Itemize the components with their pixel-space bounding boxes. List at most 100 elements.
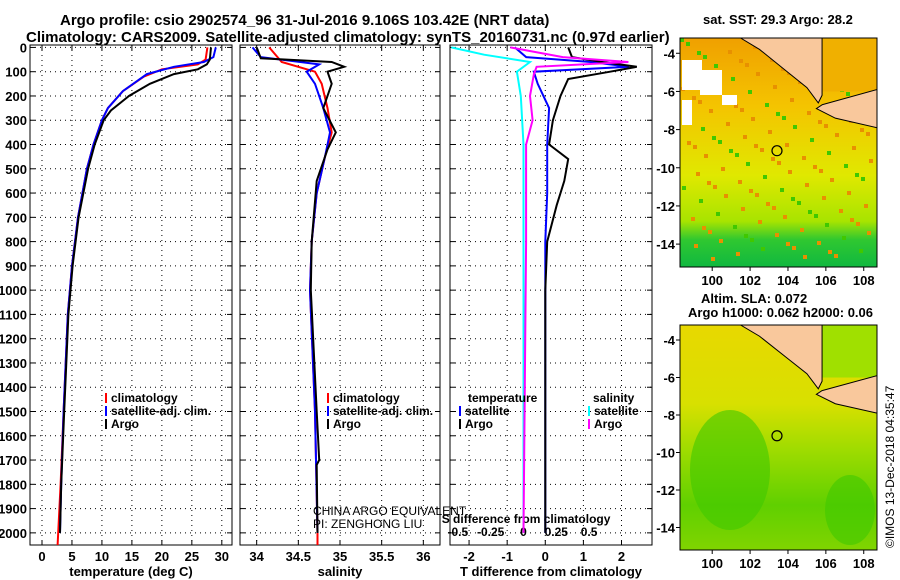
- y-tick-label: 700: [5, 210, 27, 225]
- map-cell: [721, 167, 725, 171]
- map-cell: [693, 145, 697, 149]
- lon-tick-label: 104: [777, 273, 799, 288]
- x-tick-label: -2: [463, 549, 475, 564]
- map-cell: [708, 230, 712, 234]
- x-tick-label: 2: [618, 549, 625, 564]
- map-cell: [775, 233, 779, 237]
- map-cell: [750, 238, 754, 242]
- lon-tick-label: 106: [815, 273, 837, 288]
- y-tick-label: 1700: [0, 453, 27, 468]
- map-cell: [707, 181, 711, 185]
- map-cell: [783, 215, 787, 219]
- x-tick-label: 34.5: [286, 549, 311, 564]
- map-cell: [818, 120, 822, 124]
- legend-item: climatology: [333, 391, 400, 405]
- lat-tick-label: -12: [656, 483, 675, 498]
- legend-item: Argo: [465, 417, 493, 431]
- map-cell: [709, 109, 713, 113]
- legend-item: satellite-adj. clim.: [333, 404, 433, 418]
- map-cell: [860, 128, 864, 132]
- map-cell: [856, 222, 860, 226]
- map-cell: [805, 183, 809, 187]
- map-cell: [734, 104, 738, 108]
- map-cell: [755, 193, 759, 197]
- legend-title-salinity: salinity: [593, 391, 635, 405]
- map-feature: [690, 410, 770, 530]
- map-cell: [749, 189, 753, 193]
- lon-tick-label: 102: [739, 273, 761, 288]
- map-cell: [712, 136, 716, 140]
- x-tick-label: 25: [185, 549, 199, 564]
- map-cell: [713, 185, 717, 189]
- sla_map: 100 102 104 106 108 -4 -6 -8 -10 -12 -14: [656, 324, 878, 571]
- copyright-text: ©IMOS 13-Dec-2018 04:35:47: [883, 385, 897, 548]
- map-cell: [855, 173, 859, 177]
- map-cell: [731, 77, 735, 81]
- map-cell: [817, 241, 821, 245]
- map-cell: [743, 135, 747, 139]
- map-cell: [797, 201, 801, 205]
- missing-data: [700, 70, 722, 95]
- difference-panel: -2 -1 0 1 2T difference from climatology -0.5…: [442, 44, 653, 579]
- map-cell: [766, 202, 770, 206]
- series-climatology: [268, 46, 333, 545]
- y-tick-label: 1900: [0, 502, 27, 517]
- lon-tick-label: 102: [739, 556, 761, 571]
- y-tick-label: 300: [5, 113, 27, 128]
- map-cell: [738, 180, 742, 184]
- map-cell: [850, 218, 854, 222]
- map-cell: [697, 51, 701, 55]
- land-java: [815, 88, 878, 129]
- map-cell: [800, 228, 804, 232]
- lon-tick-label: 108: [853, 273, 875, 288]
- map-cell: [763, 175, 767, 179]
- sea-java: [822, 38, 877, 92]
- x-axis-label: temperature (deg C): [69, 564, 193, 579]
- y-tick-label: 1300: [0, 356, 27, 371]
- lat-tick-label: -4: [663, 333, 675, 348]
- map-cell: [810, 138, 814, 142]
- y-tick-label: 1200: [0, 332, 27, 347]
- map-cell: [780, 188, 784, 192]
- map-cell: [686, 42, 690, 46]
- x-tick-label: 10: [95, 549, 109, 564]
- map-cell: [744, 234, 748, 238]
- map-cell: [773, 85, 777, 89]
- map-cell: [765, 103, 769, 107]
- plot-frame: [29, 44, 233, 546]
- float-position-marker: [771, 430, 783, 442]
- map-cell: [819, 169, 823, 173]
- series-t-satellite: [514, 46, 630, 533]
- x-tick-label: 1: [580, 549, 587, 564]
- map-cell: [790, 98, 794, 102]
- map-cell: [859, 249, 863, 253]
- y-tick-label: 900: [5, 259, 27, 274]
- map-cell: [861, 177, 865, 181]
- map-cell: [776, 112, 780, 116]
- lat-tick-label: -8: [663, 123, 675, 138]
- sea-java: [822, 325, 877, 378]
- lat-tick-label: -6: [663, 84, 675, 99]
- x-axis-label: T difference from climatology: [460, 564, 643, 579]
- y-tick-label: 200: [5, 89, 27, 104]
- y-tick-label: 1500: [0, 405, 27, 420]
- y-tick-label: 1800: [0, 477, 27, 492]
- map-cell: [777, 161, 781, 165]
- map-cell: [736, 252, 740, 256]
- y-tick-label: 800: [5, 235, 27, 250]
- series-t-argo: [544, 47, 637, 533]
- x-tick-label: 30: [215, 549, 229, 564]
- map-cell: [758, 220, 762, 224]
- map-cell: [692, 96, 696, 100]
- map-cell: [733, 225, 737, 229]
- map-cell: [718, 140, 722, 144]
- lon-tick-label: 106: [815, 556, 837, 571]
- lat-tick-label: -10: [656, 161, 675, 176]
- map-cell: [792, 246, 796, 250]
- y-tick-label: 1000: [0, 283, 27, 298]
- legend-item: Argo: [333, 417, 361, 431]
- map-cell: [822, 196, 826, 200]
- lon-tick-label: 100: [701, 556, 723, 571]
- y-tick-label: 1100: [0, 307, 27, 322]
